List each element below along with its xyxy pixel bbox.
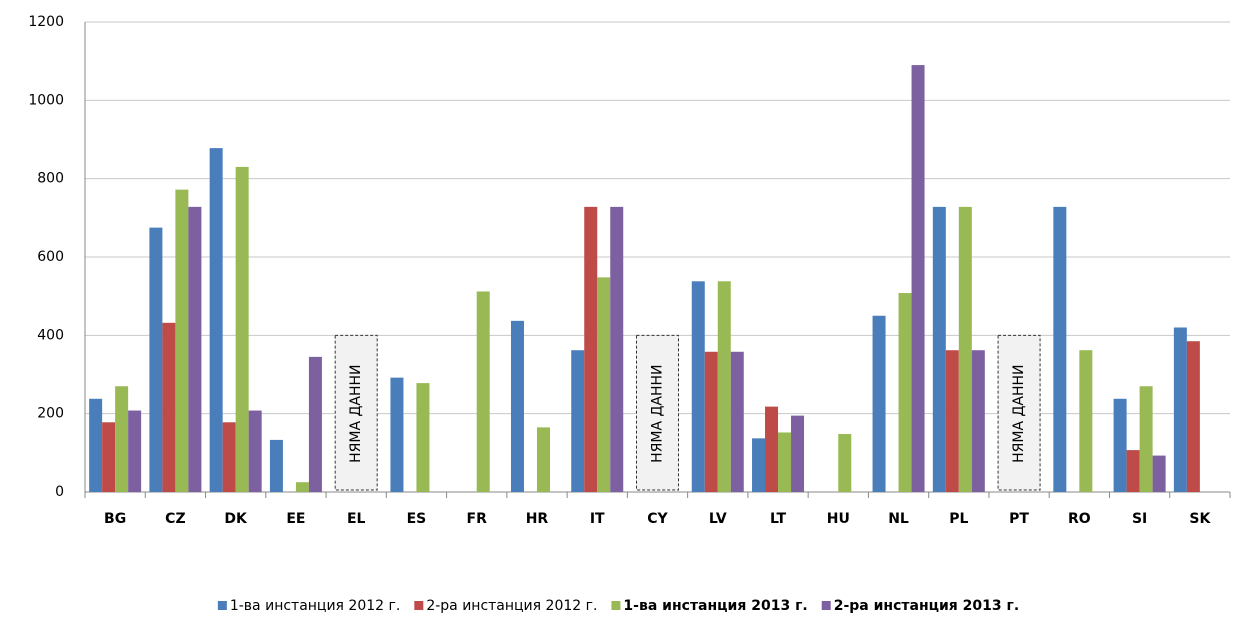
x-tick-label: CZ	[165, 511, 185, 527]
bar	[898, 293, 912, 492]
x-tick-label: RO	[1068, 511, 1091, 527]
y-tick-label: 1200	[28, 14, 64, 30]
bar	[149, 227, 163, 492]
bar	[1139, 386, 1153, 492]
bar	[791, 415, 805, 492]
legend-swatch	[821, 601, 831, 610]
x-tick-label: PL	[949, 511, 968, 527]
x-tick-label: CY	[647, 511, 668, 527]
no-data-box	[636, 334, 679, 491]
bar	[958, 206, 972, 492]
bar	[730, 351, 744, 492]
y-tick-label: 400	[37, 327, 64, 343]
bar	[175, 189, 189, 492]
legend-swatch	[414, 601, 424, 610]
legend: 1-ва инстанция 2012 г. 2-ра инстанция 201…	[217, 598, 1019, 614]
bar	[717, 281, 731, 492]
bar	[1126, 450, 1140, 492]
x-tick-label: SI	[1132, 511, 1147, 527]
bar	[1053, 206, 1067, 492]
legend-label: 2-ра инстанция 2013 г.	[834, 598, 1019, 614]
bar	[536, 427, 550, 492]
y-tick-label: 1000	[28, 92, 64, 108]
y-tick-label: 200	[37, 406, 64, 422]
no-data-label: НЯМА ДАННИ	[348, 364, 364, 462]
bar	[1186, 341, 1200, 492]
bar	[971, 350, 985, 492]
x-tick-label: LV	[709, 511, 727, 527]
bar	[510, 320, 524, 492]
x-tick-label: NL	[888, 511, 909, 527]
bar	[269, 439, 283, 492]
bar	[752, 438, 766, 492]
x-tick-label: DK	[224, 511, 248, 527]
x-tick-label: HU	[827, 511, 850, 527]
x-tick-label: PT	[1009, 511, 1029, 527]
bar	[235, 166, 249, 492]
bar	[416, 383, 430, 492]
bar	[128, 410, 142, 492]
x-tick-label: EL	[347, 511, 366, 527]
bar	[115, 386, 129, 492]
legend-label: 2-ра инстанция 2012 г.	[426, 598, 597, 614]
legend-label: 1-ва инстанция 2012 г.	[230, 598, 400, 614]
legend-swatch	[217, 601, 227, 610]
no-data-label: НЯМА ДАННИ	[1011, 364, 1027, 462]
bar	[308, 356, 322, 492]
bar	[1113, 398, 1127, 492]
bar	[765, 406, 779, 492]
no-data-box	[997, 334, 1041, 491]
bar	[1173, 327, 1187, 492]
bar	[390, 377, 404, 492]
bar	[945, 350, 959, 492]
bar	[597, 277, 611, 492]
y-tick-label: 600	[37, 249, 64, 265]
bar	[248, 410, 262, 492]
bar	[1079, 350, 1093, 492]
bar	[102, 422, 116, 492]
x-tick-label: IT	[590, 511, 605, 527]
x-tick-label: SK	[1189, 511, 1211, 527]
bar	[932, 206, 946, 492]
no-data-label: НЯМА ДАННИ	[650, 364, 666, 462]
x-tick-label: ES	[407, 511, 427, 527]
legend-label: 1-ва инстанция 2013 г.	[623, 598, 807, 614]
x-tick-label: HR	[526, 511, 549, 527]
x-tick-label: LT	[770, 511, 787, 527]
bar	[872, 315, 886, 492]
y-tick-label: 800	[37, 171, 64, 187]
bar	[295, 482, 309, 492]
bar	[778, 432, 792, 492]
bar	[691, 281, 705, 492]
bar	[584, 206, 598, 492]
legend-swatch	[611, 601, 621, 610]
bar	[476, 291, 490, 492]
bar	[610, 206, 624, 492]
x-tick-label: FR	[467, 511, 488, 527]
y-tick-label: 0	[55, 484, 64, 500]
x-tick-label: BG	[104, 511, 126, 527]
bar	[704, 351, 718, 492]
bar	[162, 322, 176, 492]
bar	[188, 206, 202, 492]
bar	[571, 350, 585, 492]
no-data-box	[334, 334, 378, 491]
bar	[89, 398, 103, 492]
bar	[838, 434, 852, 492]
bar	[911, 65, 925, 492]
x-tick-label: EE	[286, 511, 305, 527]
bar	[222, 422, 236, 492]
bar	[1152, 455, 1166, 492]
bar	[209, 148, 223, 492]
